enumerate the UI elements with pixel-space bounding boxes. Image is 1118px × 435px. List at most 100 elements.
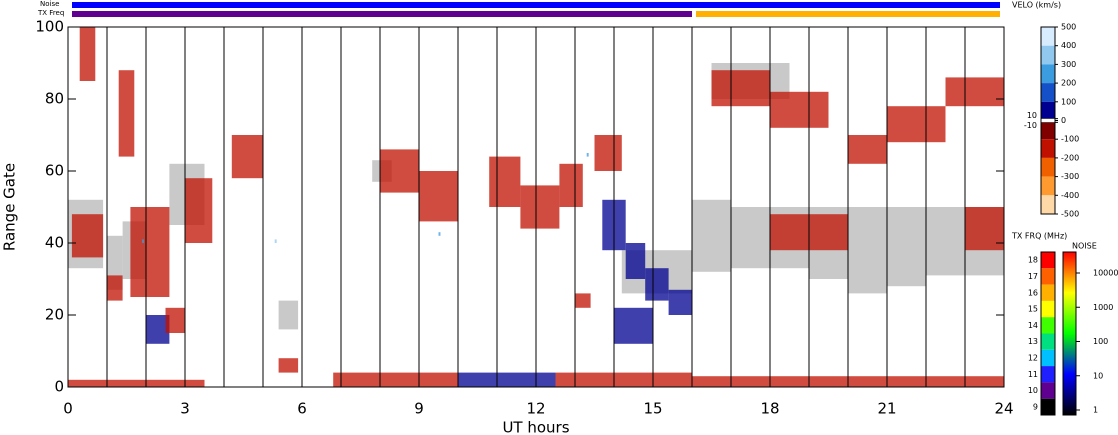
x-tick-label: 24 (994, 400, 1013, 418)
echo (965, 207, 1004, 251)
velocity-colorbar-cell (1041, 176, 1055, 196)
y-tick-label: 60 (45, 162, 64, 180)
noise-tick-label: 100 (1093, 337, 1108, 346)
velocity-zero-band (1040, 118, 1056, 123)
echo (555, 372, 692, 387)
x-tick-label: 21 (877, 400, 896, 418)
noise-colorbar (1062, 251, 1077, 416)
ground-scatter (692, 199, 731, 272)
x-tick-label: 9 (414, 400, 424, 418)
txfreq-colorbar-frame (1040, 251, 1056, 416)
velocity-tick-label: -400 (1061, 191, 1079, 200)
velocity-tick-label: -10 (1024, 121, 1037, 130)
velocity-tick-label: 100 (1061, 97, 1076, 106)
velocity-colorbar-cell (1041, 45, 1055, 65)
echo (945, 77, 1004, 107)
velocity-title: VELO (km/s) (1012, 1, 1061, 10)
x-tick-label: 0 (63, 400, 73, 418)
echo (711, 70, 770, 107)
ground-scatter (848, 207, 887, 294)
noise-bar (72, 2, 1000, 8)
txfreq-colorbar-cell (1041, 333, 1055, 350)
txfreq-tick-label: 15 (1028, 305, 1038, 314)
y-tick-label: 0 (54, 378, 64, 396)
velocity-tick-label: 10 (1027, 111, 1037, 120)
velocity-tick-label: -500 (1061, 210, 1079, 219)
txfreq-tick-label: 16 (1028, 288, 1038, 297)
velocity-tick-label: 500 (1061, 23, 1076, 32)
velocity-colorbar-cell (1041, 157, 1055, 177)
y-tick-label: 80 (45, 90, 64, 108)
ground-scatter (887, 207, 926, 287)
velocity-colorbar-cell (1041, 139, 1055, 158)
echo (668, 289, 692, 315)
velocity-tick-label: 200 (1061, 79, 1076, 88)
echo (575, 293, 591, 308)
echo (625, 243, 646, 279)
echo (333, 372, 458, 387)
x-axis-label: UT hours (502, 419, 569, 435)
echo (68, 379, 205, 387)
echo (380, 149, 419, 193)
echo (887, 106, 946, 143)
velocity-tick-label: 400 (1061, 41, 1076, 50)
echo (770, 91, 829, 128)
x-tick-label: 12 (526, 400, 545, 418)
txfreq-colorbar-cell (1041, 300, 1055, 318)
echo (848, 135, 887, 164)
x-tick-label: 18 (760, 400, 779, 418)
noise-label: Noise (40, 0, 59, 8)
txfreq-tick-label: 10 (1028, 386, 1038, 395)
echo (107, 275, 123, 301)
echo (520, 185, 560, 229)
echo (586, 153, 589, 157)
velocity-tick-label: -100 (1061, 135, 1079, 144)
echo (231, 135, 263, 179)
echo (185, 178, 213, 243)
velocity-colorbar-cell (1041, 120, 1055, 140)
noise-tick-label: 10 (1093, 371, 1103, 380)
echo (71, 214, 104, 258)
txfreq-tick-label: 14 (1028, 321, 1038, 330)
txfreq-tick-label: 9 (1033, 402, 1038, 411)
x-tick-label: 6 (297, 400, 307, 418)
txfreq-colorbar-cell (1041, 268, 1055, 285)
txfreq-label: TX Freq (37, 9, 64, 17)
echo (594, 135, 622, 171)
velocity-colorbar-cell (1041, 195, 1055, 214)
noise-title: NOISE (1072, 242, 1097, 251)
y-tick-label: 100 (35, 18, 64, 36)
txfreq-bar (696, 11, 1000, 17)
y-axis-label: Range Gate (1, 163, 19, 251)
txfreq-colorbar-cell (1041, 398, 1055, 415)
noise-tick-label: 10000 (1093, 269, 1118, 278)
echo (278, 358, 299, 373)
txfreq-bar (72, 11, 692, 17)
echo (142, 239, 145, 243)
echo (489, 156, 521, 207)
velocity-tick-label: 0 (1061, 116, 1066, 125)
velocity-colorbar-cell (1041, 27, 1055, 46)
txfreq-tick-label: 11 (1028, 370, 1038, 379)
txfreq-tick-label: 13 (1028, 337, 1038, 346)
velocity-tick-label: -200 (1061, 153, 1079, 162)
x-tick-label: 15 (643, 400, 662, 418)
txfreq-title: TX FRQ (MHz) (1011, 232, 1067, 241)
x-tick-label: 3 (180, 400, 190, 418)
txfreq-colorbar-cell (1041, 366, 1055, 383)
echo (438, 232, 441, 236)
echo (118, 70, 135, 157)
echo (165, 307, 185, 333)
echo (146, 315, 170, 344)
echo (274, 239, 277, 243)
echo (79, 27, 96, 81)
txfreq-tick-label: 18 (1028, 256, 1038, 265)
velocity-tick-label: 300 (1061, 60, 1076, 69)
y-tick-label: 20 (45, 306, 64, 324)
echo (645, 268, 669, 301)
txfreq-colorbar-cell (1041, 252, 1055, 269)
echo (130, 207, 170, 297)
noise-tick-label: 1000 (1093, 303, 1113, 312)
noise-tick-label: 1 (1093, 406, 1098, 415)
